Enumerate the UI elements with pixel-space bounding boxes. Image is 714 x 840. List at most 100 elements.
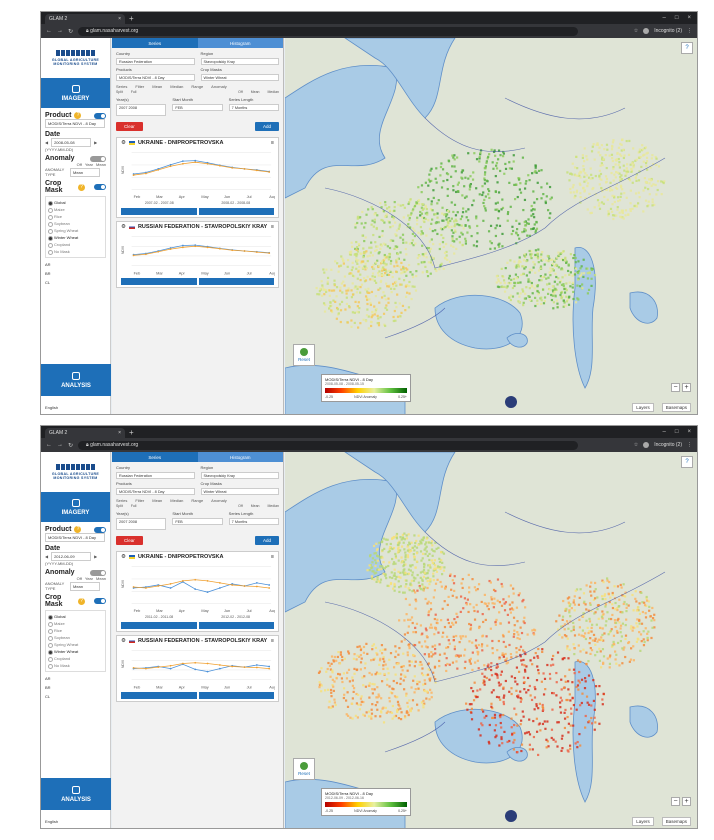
- browser-tab[interactable]: GLAM 2 ×: [45, 14, 125, 24]
- product-toggle[interactable]: [94, 112, 106, 119]
- sub-opt-off[interactable]: Off: [238, 504, 243, 508]
- close-window-icon[interactable]: ×: [687, 429, 691, 435]
- clear-button[interactable]: Clear: [116, 122, 143, 131]
- help-icon[interactable]: ?: [74, 526, 82, 533]
- chart-table-button[interactable]: [198, 278, 274, 285]
- chart-table-button[interactable]: [198, 692, 274, 699]
- chart-download-button[interactable]: [121, 208, 197, 215]
- opt-series[interactable]: Series: [116, 498, 128, 503]
- url-field[interactable]: 🔒︎ glam.nasaharvest.org: [78, 440, 579, 450]
- minimize-icon[interactable]: –: [662, 429, 666, 435]
- product-toggle[interactable]: [94, 526, 106, 533]
- zoom-out-button[interactable]: −: [671, 797, 680, 806]
- anomaly-type-select[interactable]: Mean: [70, 167, 100, 177]
- sub-opt-mean[interactable]: Mean: [250, 90, 260, 94]
- imagery-button[interactable]: IMAGERY: [41, 78, 110, 108]
- reset-button[interactable]: Reset: [293, 758, 315, 780]
- crop-option-spring-wheat[interactable]: Spring Wheat: [48, 641, 103, 648]
- anomaly-opt-year[interactable]: Year: [84, 162, 93, 167]
- menu-icon[interactable]: ⋮: [687, 28, 692, 34]
- language-select[interactable]: English: [45, 819, 59, 824]
- region-select[interactable]: Stavropolskiy Kray: [200, 58, 279, 65]
- add-button[interactable]: Add: [254, 122, 279, 131]
- crop-option-soybean[interactable]: Soybean: [48, 634, 103, 641]
- opt-median[interactable]: Median: [170, 84, 184, 89]
- crop-mask-toggle[interactable]: [94, 184, 106, 190]
- crop-option-no-mask[interactable]: No Mask: [48, 662, 103, 669]
- add-button[interactable]: Add: [254, 536, 279, 545]
- next-date-icon[interactable]: ▶: [94, 140, 98, 145]
- sub-opt-full[interactable]: Full: [130, 90, 137, 94]
- browser-tab[interactable]: GLAM 2 ×: [45, 428, 125, 438]
- crop-option-cropland[interactable]: Cropland: [48, 241, 103, 248]
- anomaly-opt-mean[interactable]: Mean: [95, 162, 106, 167]
- country-select[interactable]: Russian Federation: [116, 472, 195, 479]
- zoom-out-button[interactable]: −: [671, 383, 680, 392]
- gear-icon[interactable]: ⚙: [121, 638, 126, 644]
- gear-icon[interactable]: ⚙: [121, 554, 126, 560]
- avatar[interactable]: [643, 28, 650, 34]
- imagery-button[interactable]: IMAGERY: [41, 492, 110, 522]
- minimize-icon[interactable]: –: [662, 15, 666, 21]
- clear-button[interactable]: Clear: [116, 536, 143, 545]
- opt-median[interactable]: Median: [170, 498, 184, 503]
- map-view[interactable]: ? Reset MODIS/Terra NDVI - 8 Day 2012-06…: [285, 452, 697, 828]
- help-icon[interactable]: ?: [78, 597, 85, 605]
- url-field[interactable]: 🔒︎ glam.nasaharvest.org: [78, 26, 579, 36]
- tab-series[interactable]: Series: [112, 38, 198, 48]
- anomaly-opt-off[interactable]: Off: [76, 576, 82, 581]
- star-icon[interactable]: ☆: [633, 28, 639, 34]
- analysis-button[interactable]: ANALYSIS: [41, 778, 111, 810]
- crop-option-global[interactable]: Global: [48, 199, 103, 206]
- product-select[interactable]: MODIS/Terra NDVI - 8 Day: [45, 119, 105, 128]
- sub-opt-split[interactable]: Split: [116, 504, 123, 508]
- zoom-in-button[interactable]: +: [682, 797, 691, 806]
- crop-option-rice[interactable]: Rice: [48, 627, 103, 634]
- sub-opt-mean[interactable]: Mean: [250, 504, 260, 508]
- flag-item-ar[interactable]: AR: [45, 676, 51, 681]
- crop-masks-select[interactable]: Winter Wheat: [200, 488, 279, 495]
- gear-icon[interactable]: ⚙: [121, 224, 126, 230]
- close-tab-icon[interactable]: ×: [118, 16, 121, 22]
- new-tab-button[interactable]: +: [129, 14, 134, 23]
- close-window-icon[interactable]: ×: [687, 15, 691, 21]
- gear-icon[interactable]: ⚙: [121, 140, 126, 146]
- menu-icon[interactable]: ≡: [270, 638, 274, 644]
- series-length-select[interactable]: 7 Months: [228, 518, 279, 525]
- back-icon[interactable]: ←: [46, 28, 52, 34]
- star-icon[interactable]: ☆: [633, 442, 639, 448]
- date-field[interactable]: 2012-06-09: [51, 552, 92, 561]
- product-select[interactable]: MODIS/Terra NDVI - 8 Day: [45, 533, 105, 542]
- menu-icon[interactable]: ⋮: [687, 442, 692, 448]
- tab-histogram[interactable]: Histogram: [197, 452, 283, 462]
- series-length-select[interactable]: 7 Months: [228, 104, 279, 111]
- back-icon[interactable]: ←: [46, 442, 52, 448]
- sub-opt-median[interactable]: Median: [267, 504, 279, 508]
- opt-anomaly[interactable]: Anomaly: [211, 498, 227, 503]
- crop-mask-toggle[interactable]: [94, 598, 106, 604]
- anomaly-slider[interactable]: [90, 155, 106, 162]
- prev-date-icon[interactable]: ◀: [45, 554, 49, 559]
- crop-option-winter-wheat[interactable]: Winter Wheat: [48, 648, 103, 655]
- products-select[interactable]: MODIS/Terra NDVI - 8 Day: [116, 74, 195, 81]
- basemaps-button[interactable]: Basemaps: [661, 403, 691, 412]
- maximize-icon[interactable]: □: [674, 15, 679, 21]
- crop-option-rice[interactable]: Rice: [48, 213, 103, 220]
- date-field[interactable]: 2008-05-08: [51, 138, 92, 147]
- help-button[interactable]: ?: [681, 42, 693, 54]
- flag-item-br[interactable]: BR: [45, 685, 51, 690]
- chart-table-button[interactable]: [198, 208, 274, 215]
- opt-filter[interactable]: Filter: [135, 498, 145, 503]
- menu-icon[interactable]: ≡: [270, 224, 274, 230]
- opt-filter[interactable]: Filter: [135, 84, 145, 89]
- opt-series[interactable]: Series: [116, 84, 128, 89]
- forward-icon[interactable]: →: [57, 28, 63, 34]
- chart-download-button[interactable]: [121, 278, 197, 285]
- help-icon[interactable]: ?: [74, 112, 82, 119]
- help-icon[interactable]: ?: [78, 183, 85, 191]
- sub-opt-split[interactable]: Split: [116, 90, 123, 94]
- sub-opt-full[interactable]: Full: [130, 504, 137, 508]
- years-select[interactable]: 2007 2008: [116, 518, 167, 530]
- basemaps-button[interactable]: Basemaps: [661, 817, 691, 826]
- menu-icon[interactable]: ≡: [270, 554, 274, 560]
